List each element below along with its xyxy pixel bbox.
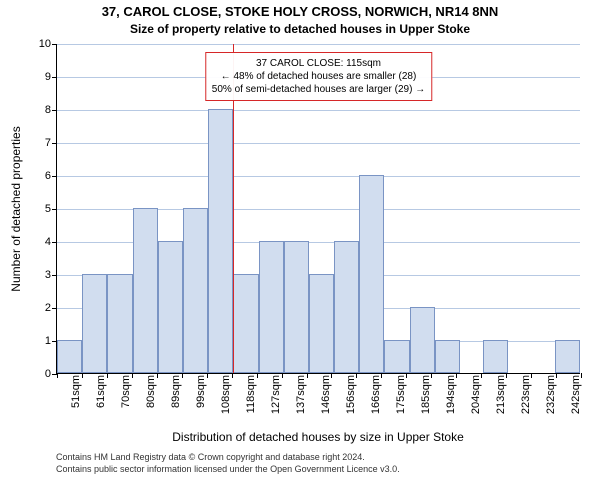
x-tick-label: 108sqm bbox=[220, 329, 232, 379]
x-tick-label: 118sqm bbox=[245, 329, 257, 379]
y-axis-label: Number of detached properties bbox=[9, 126, 23, 291]
x-tick-label: 194sqm bbox=[445, 329, 457, 379]
x-tick-label: 127sqm bbox=[270, 329, 282, 379]
y-tick-label: 9 bbox=[45, 71, 57, 83]
x-tick-label: 232sqm bbox=[545, 329, 557, 379]
attribution-text: Contains HM Land Registry data © Crown c… bbox=[56, 452, 400, 475]
x-tick-label: 156sqm bbox=[345, 329, 357, 379]
x-tick-label: 223sqm bbox=[520, 329, 532, 379]
chart-plot-area: 37 CAROL CLOSE: 115sqm ← 48% of detached… bbox=[56, 44, 580, 374]
y-tick-label: 2 bbox=[45, 302, 57, 314]
x-tick-label: 146sqm bbox=[320, 329, 332, 379]
annotation-line1: 37 CAROL CLOSE: 115sqm bbox=[212, 57, 425, 70]
x-tick-label: 70sqm bbox=[120, 329, 132, 379]
x-tick-label: 204sqm bbox=[470, 329, 482, 379]
attribution-line1: Contains HM Land Registry data © Crown c… bbox=[56, 452, 400, 464]
chart-title-line1: 37, CAROL CLOSE, STOKE HOLY CROSS, NORWI… bbox=[0, 4, 600, 19]
x-tick-label: 213sqm bbox=[495, 329, 507, 379]
x-tick-label: 61sqm bbox=[95, 329, 107, 379]
x-tick-label: 89sqm bbox=[170, 329, 182, 379]
x-tick-label: 51sqm bbox=[70, 329, 82, 379]
y-tick-label: 3 bbox=[45, 269, 57, 281]
chart-title-line2: Size of property relative to detached ho… bbox=[0, 22, 600, 36]
x-tick-label: 242sqm bbox=[570, 329, 582, 379]
x-tick-label: 166sqm bbox=[370, 329, 382, 379]
x-tick-label: 185sqm bbox=[420, 329, 432, 379]
y-tick-label: 7 bbox=[45, 137, 57, 149]
y-tick-label: 10 bbox=[39, 38, 57, 50]
x-tick-label: 175sqm bbox=[395, 329, 407, 379]
x-tick-label: 99sqm bbox=[195, 329, 207, 379]
attribution-line2: Contains public sector information licen… bbox=[56, 464, 400, 476]
y-tick-label: 0 bbox=[45, 368, 57, 380]
y-tick-label: 4 bbox=[45, 236, 57, 248]
annotation-box: 37 CAROL CLOSE: 115sqm ← 48% of detached… bbox=[205, 52, 432, 101]
x-tick-label: 80sqm bbox=[145, 329, 157, 379]
x-tick-label: 137sqm bbox=[295, 329, 307, 379]
annotation-line3: 50% of semi-detached houses are larger (… bbox=[212, 83, 425, 96]
y-tick-label: 1 bbox=[45, 335, 57, 347]
annotation-line2: ← 48% of detached houses are smaller (28… bbox=[212, 70, 425, 83]
y-tick-label: 5 bbox=[45, 203, 57, 215]
x-axis-label: Distribution of detached houses by size … bbox=[56, 430, 580, 444]
y-tick-label: 8 bbox=[45, 104, 57, 116]
y-tick-label: 6 bbox=[45, 170, 57, 182]
